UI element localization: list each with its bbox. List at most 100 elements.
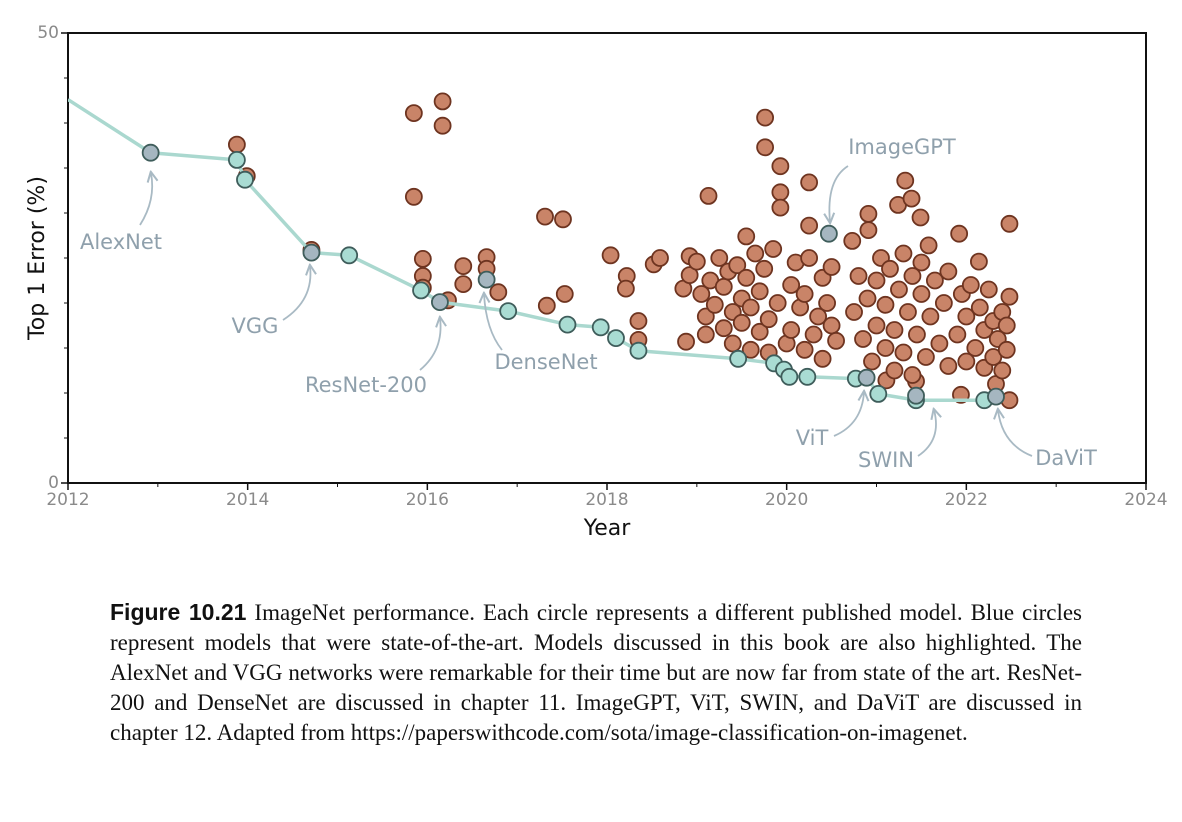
- model-point: [782, 321, 801, 339]
- model-point: [869, 384, 888, 403]
- figure-caption: Figure 10.21 ImageNet performance. Each …: [110, 597, 1082, 748]
- annotation-arrow: [917, 410, 936, 457]
- model-point: [957, 307, 976, 326]
- model-point: [554, 210, 572, 229]
- model-point: [896, 171, 915, 190]
- model-point: [827, 331, 845, 350]
- model-point: [894, 244, 913, 263]
- model-point: [433, 92, 452, 111]
- x-tick-label: 2024: [1124, 490, 1167, 510]
- model-point: [227, 135, 246, 154]
- model-point: [454, 275, 473, 294]
- model-point: [687, 252, 706, 271]
- model-point: [822, 316, 841, 335]
- model-point: [890, 280, 908, 299]
- model-point: [930, 334, 949, 353]
- model-point: [925, 271, 944, 290]
- model-point: [854, 330, 872, 348]
- model-point: [966, 339, 985, 357]
- model-point: [800, 173, 819, 192]
- model-point: [948, 325, 967, 344]
- model-point: [741, 340, 760, 359]
- annotation-arrow: [139, 173, 152, 226]
- model-point: [768, 294, 787, 312]
- model-point: [859, 204, 878, 223]
- annotation-label: SWIN: [858, 448, 914, 472]
- model-point: [555, 285, 574, 303]
- model-point: [804, 325, 823, 344]
- x-tick-label: 2016: [406, 490, 449, 510]
- model-point: [863, 352, 881, 371]
- model-point: [845, 303, 863, 321]
- model-point: [680, 266, 699, 285]
- model-point: [340, 246, 359, 265]
- model-point: [818, 294, 836, 312]
- model-point: [477, 270, 496, 289]
- model-point: [433, 116, 452, 135]
- model-point: [903, 366, 922, 384]
- x-tick-label: 2014: [226, 490, 269, 510]
- model-point: [902, 189, 921, 208]
- x-tick-label: 2018: [585, 490, 628, 510]
- model-point: [499, 302, 518, 321]
- model-point: [699, 186, 718, 205]
- annotation-arrow: [484, 294, 503, 351]
- model-point: [885, 361, 904, 380]
- chart: Year Top 1 Error (%) 2012 2014 2016 2018 202…: [25, 23, 1168, 541]
- model-point: [141, 143, 160, 162]
- model-point: [795, 340, 814, 359]
- model-point: [984, 348, 1003, 366]
- model-point: [404, 187, 423, 206]
- model-point: [809, 307, 828, 326]
- model-point: [800, 249, 819, 267]
- model-point: [780, 367, 799, 386]
- model-point: [907, 386, 925, 405]
- model-point: [1000, 287, 1019, 306]
- model-point: [750, 282, 769, 301]
- model-point: [741, 298, 760, 317]
- model-point: [236, 170, 254, 189]
- annotation-label: DenseNet: [494, 350, 597, 374]
- model-point: [822, 258, 841, 276]
- model-point: [908, 325, 926, 344]
- model-point: [858, 289, 877, 308]
- model-point: [651, 249, 669, 267]
- model-point: [750, 322, 769, 341]
- model-point: [558, 315, 577, 334]
- model-point: [764, 240, 783, 258]
- y-tick-label: 0: [48, 473, 59, 493]
- model-point: [601, 246, 620, 265]
- model-point: [934, 294, 953, 312]
- model-point: [489, 283, 508, 302]
- model-point: [759, 310, 778, 329]
- model-point: [867, 316, 886, 335]
- model-point: [756, 108, 775, 127]
- model-point: [921, 307, 940, 326]
- model-point: [692, 285, 711, 303]
- caption-text: ImageNet performance. Each circle repres…: [110, 600, 1082, 745]
- model-point: [616, 279, 635, 298]
- x-tick-label: 2012: [46, 490, 89, 510]
- model-point: [819, 224, 838, 243]
- model-point: [732, 313, 751, 332]
- model-point: [696, 325, 715, 344]
- model-point: [677, 332, 695, 351]
- model-point: [881, 259, 899, 278]
- model-point: [993, 361, 1012, 380]
- model-point: [737, 268, 756, 287]
- model-point: [867, 271, 886, 290]
- model-point: [859, 221, 878, 240]
- x-axis-title: Year: [583, 516, 632, 541]
- model-point: [629, 341, 648, 360]
- model-point: [979, 280, 998, 299]
- model-point: [629, 312, 648, 330]
- model-point: [710, 249, 729, 267]
- annotation-label: VGG: [232, 314, 279, 338]
- model-point: [939, 262, 958, 281]
- model-point: [771, 198, 790, 217]
- model-point: [404, 104, 423, 122]
- annotation-arrow: [419, 318, 441, 371]
- model-point: [997, 316, 1016, 335]
- model-point: [771, 157, 790, 176]
- model-point: [919, 236, 938, 255]
